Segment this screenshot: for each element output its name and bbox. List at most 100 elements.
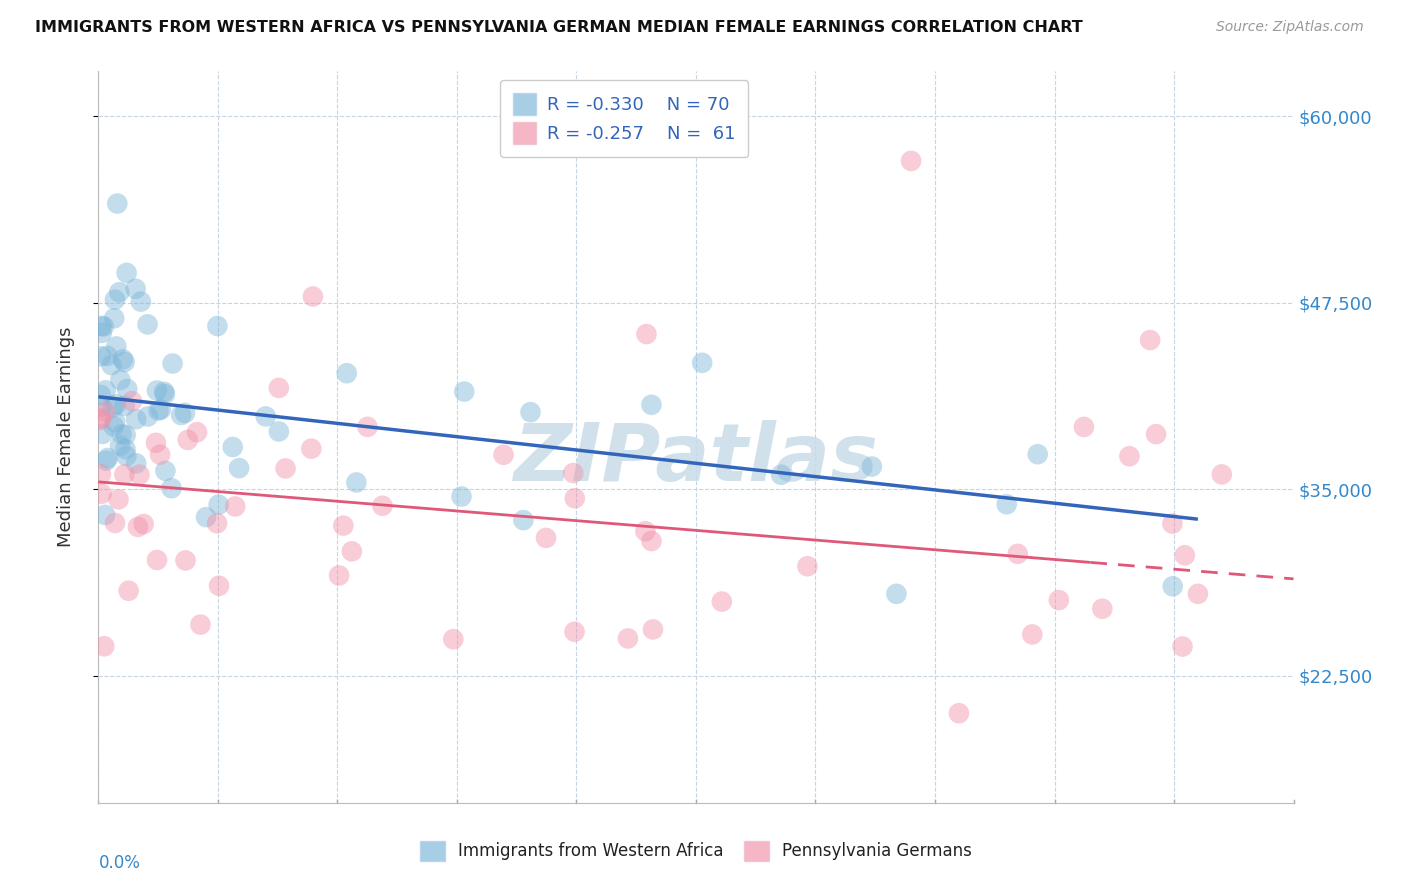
Point — [90, 350, 112, 364]
Point — [340, 544, 363, 558]
Point — [145, 435, 167, 450]
Point — [332, 518, 354, 533]
Point — [90, 326, 112, 340]
Text: Source: ZipAtlas.com: Source: ZipAtlas.com — [1216, 20, 1364, 34]
Point — [91, 426, 114, 441]
Point — [94, 384, 117, 398]
Point — [115, 266, 138, 280]
Point — [104, 516, 127, 530]
Point — [108, 439, 131, 453]
Point — [900, 153, 922, 168]
Point — [125, 412, 148, 426]
Y-axis label: Median Female Earnings: Median Female Earnings — [56, 326, 75, 548]
Point — [371, 499, 394, 513]
Point — [107, 492, 129, 507]
Point — [104, 415, 127, 429]
Point — [149, 402, 172, 417]
Point — [205, 516, 228, 531]
Point — [105, 339, 128, 353]
Point — [105, 397, 128, 411]
Point — [105, 196, 128, 211]
Point — [710, 594, 733, 608]
Point — [356, 420, 378, 434]
Point — [207, 318, 229, 333]
Point — [101, 401, 124, 415]
Point — [640, 398, 662, 412]
Point — [155, 464, 177, 478]
Point — [114, 355, 136, 369]
Point — [641, 623, 664, 637]
Point — [94, 405, 117, 419]
Point — [1026, 447, 1049, 461]
Point — [146, 384, 169, 398]
Point — [995, 497, 1018, 511]
Point — [344, 475, 367, 490]
Point — [127, 520, 149, 534]
Point — [174, 553, 197, 567]
Point — [690, 356, 713, 370]
Point — [90, 486, 112, 500]
Point — [90, 413, 112, 427]
Point — [1091, 601, 1114, 615]
Point — [162, 357, 184, 371]
Point — [860, 459, 883, 474]
Point — [111, 427, 134, 442]
Point — [519, 405, 541, 419]
Point — [267, 425, 290, 439]
Point — [441, 632, 464, 647]
Point — [115, 382, 138, 396]
Point — [90, 388, 112, 402]
Point — [153, 387, 176, 401]
Point — [302, 289, 325, 303]
Point — [177, 433, 200, 447]
Point — [886, 587, 908, 601]
Point — [222, 440, 245, 454]
Point — [146, 553, 169, 567]
Point — [121, 394, 143, 409]
Point — [492, 448, 515, 462]
Point — [104, 293, 127, 307]
Point — [94, 508, 117, 522]
Point — [112, 467, 135, 482]
Point — [208, 579, 231, 593]
Point — [1073, 420, 1095, 434]
Point — [96, 349, 118, 363]
Point — [136, 318, 159, 332]
Point — [453, 384, 475, 399]
Text: IMMIGRANTS FROM WESTERN AFRICA VS PENNSYLVANIA GERMAN MEDIAN FEMALE EARNINGS COR: IMMIGRANTS FROM WESTERN AFRICA VS PENNSY… — [35, 20, 1083, 35]
Point — [1139, 333, 1161, 347]
Point — [90, 400, 112, 414]
Point — [186, 425, 208, 440]
Point — [336, 366, 359, 380]
Point — [97, 450, 120, 465]
Point — [228, 461, 250, 475]
Point — [207, 498, 229, 512]
Point — [1161, 516, 1184, 531]
Point — [114, 399, 136, 413]
Point — [1021, 627, 1043, 641]
Point — [114, 428, 136, 442]
Point — [512, 513, 534, 527]
Point — [274, 461, 297, 475]
Point — [160, 481, 183, 495]
Point — [129, 294, 152, 309]
Point — [100, 358, 122, 372]
Point — [174, 406, 197, 420]
Point — [103, 311, 125, 326]
Point — [564, 491, 586, 506]
Point — [114, 442, 136, 457]
Point — [108, 285, 131, 300]
Legend: Immigrants from Western Africa, Pennsylvania Germans: Immigrants from Western Africa, Pennsylv… — [413, 834, 979, 868]
Point — [636, 326, 658, 341]
Point — [125, 456, 148, 470]
Point — [170, 408, 193, 422]
Point — [93, 640, 115, 654]
Point — [534, 531, 557, 545]
Point — [195, 510, 218, 524]
Point — [90, 318, 112, 333]
Point — [1161, 579, 1184, 593]
Point — [562, 466, 585, 480]
Point — [103, 419, 125, 434]
Text: ZIPatlas: ZIPatlas — [513, 420, 879, 498]
Point — [1174, 548, 1197, 562]
